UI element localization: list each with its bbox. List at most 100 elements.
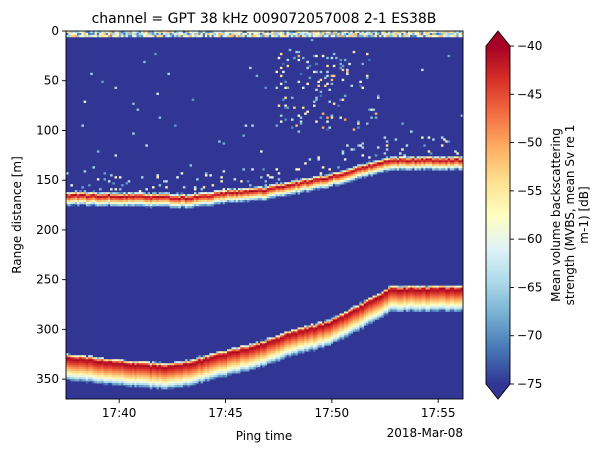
heatmap-cell — [299, 32, 303, 36]
heatmap-cell — [255, 365, 259, 368]
heatmap-cell — [202, 361, 206, 364]
heatmap-cell — [191, 196, 195, 199]
heatmap-cell — [308, 184, 312, 187]
heatmap-cell — [222, 170, 226, 173]
heatmap-cell — [147, 361, 151, 364]
heatmap-cell — [260, 34, 263, 38]
heatmap-cell — [145, 361, 148, 364]
heatmap-cell — [262, 168, 265, 171]
heatmap-cell — [74, 377, 78, 380]
heatmap-cell — [266, 339, 270, 342]
heatmap-cell — [286, 339, 290, 342]
heatmap-cell — [121, 381, 124, 384]
heatmap-cell — [372, 299, 376, 302]
heatmap-cell — [90, 32, 93, 36]
heatmap-cell — [301, 339, 305, 342]
heatmap-cell — [81, 361, 84, 364]
heatmap-cell — [147, 31, 151, 34]
heatmap-cell — [423, 160, 426, 163]
heatmap-cell — [147, 369, 151, 372]
heatmap-cell — [456, 305, 459, 308]
heatmap-cell — [392, 31, 395, 34]
heatmap-cell — [394, 287, 398, 290]
heatmap-cell — [319, 182, 323, 185]
heatmap-cell — [227, 365, 230, 368]
heatmap-cell — [246, 196, 250, 199]
heatmap-cell — [374, 164, 378, 167]
heatmap-cell — [407, 164, 411, 167]
heatmap-cell — [88, 194, 91, 197]
heatmap-cell — [140, 373, 144, 376]
heatmap-cell — [255, 363, 259, 366]
heatmap-cell — [244, 349, 248, 352]
heatmap-cell — [374, 301, 378, 304]
heatmap-cell — [167, 194, 170, 197]
x-tick-label: 17:45 — [208, 406, 243, 420]
heatmap-cell — [132, 200, 135, 203]
heatmap-cell — [346, 174, 349, 177]
heatmap-cell — [193, 34, 197, 38]
heatmap-cell — [114, 383, 118, 386]
heatmap-cell — [264, 361, 268, 364]
heatmap-cell — [180, 32, 184, 36]
heatmap-cell — [271, 339, 274, 342]
heatmap-cell — [370, 108, 373, 111]
heatmap-cell — [110, 204, 113, 207]
heatmap-cell — [365, 305, 369, 308]
heatmap-cell — [301, 331, 305, 334]
heatmap-cell — [127, 379, 131, 382]
heatmap-cell — [187, 375, 190, 378]
heatmap-cell — [163, 198, 166, 201]
heatmap-cell — [326, 34, 329, 38]
heatmap-cell — [370, 162, 373, 165]
heatmap-cell — [321, 32, 325, 36]
heatmap-cell — [238, 200, 241, 203]
heatmap-cell — [266, 196, 270, 199]
heatmap-cell — [324, 34, 327, 38]
heatmap-cell — [332, 321, 336, 324]
heatmap-cell — [363, 319, 367, 322]
heatmap-cell — [132, 373, 135, 376]
heatmap-cell — [427, 303, 431, 306]
heatmap-cell — [132, 361, 135, 364]
heatmap-cell — [74, 359, 78, 362]
heatmap-cell — [154, 373, 157, 376]
heatmap-cell — [447, 301, 451, 304]
heatmap-cell — [200, 377, 204, 380]
heatmap-cell — [233, 361, 237, 364]
heatmap-cell — [249, 343, 252, 346]
heatmap-cell — [180, 367, 184, 370]
heatmap-cell — [209, 359, 212, 362]
heatmap-cell — [279, 82, 283, 86]
heatmap-cell — [423, 156, 426, 159]
heatmap-cell — [273, 196, 276, 199]
heatmap-cell — [357, 323, 360, 326]
heatmap-cell — [341, 178, 345, 181]
heatmap-cell — [251, 198, 254, 201]
heatmap-cell — [279, 31, 283, 34]
heatmap-cell — [264, 194, 268, 197]
heatmap-cell — [90, 367, 93, 370]
heatmap-cell — [83, 194, 87, 197]
heatmap-cell — [260, 347, 263, 350]
heatmap-cell — [399, 162, 402, 165]
heatmap-cell — [99, 359, 102, 362]
heatmap-cell — [242, 361, 245, 364]
heatmap-cell — [299, 190, 303, 193]
heatmap-cell — [66, 373, 69, 376]
heatmap-cell — [458, 34, 462, 38]
heatmap-cell — [187, 196, 190, 199]
heatmap-cell — [293, 34, 296, 38]
heatmap-cell — [350, 315, 354, 318]
heatmap-cell — [171, 379, 175, 382]
heatmap-cell — [114, 375, 118, 378]
heatmap-cell — [381, 303, 384, 306]
heatmap — [66, 31, 463, 399]
heatmap-cell — [196, 381, 199, 384]
heatmap-cell — [295, 182, 298, 185]
heatmap-cell — [127, 361, 131, 364]
heatmap-cell — [72, 373, 76, 376]
heatmap-cell — [277, 184, 281, 187]
heatmap-cell — [83, 363, 87, 366]
heatmap-cell — [178, 204, 181, 207]
